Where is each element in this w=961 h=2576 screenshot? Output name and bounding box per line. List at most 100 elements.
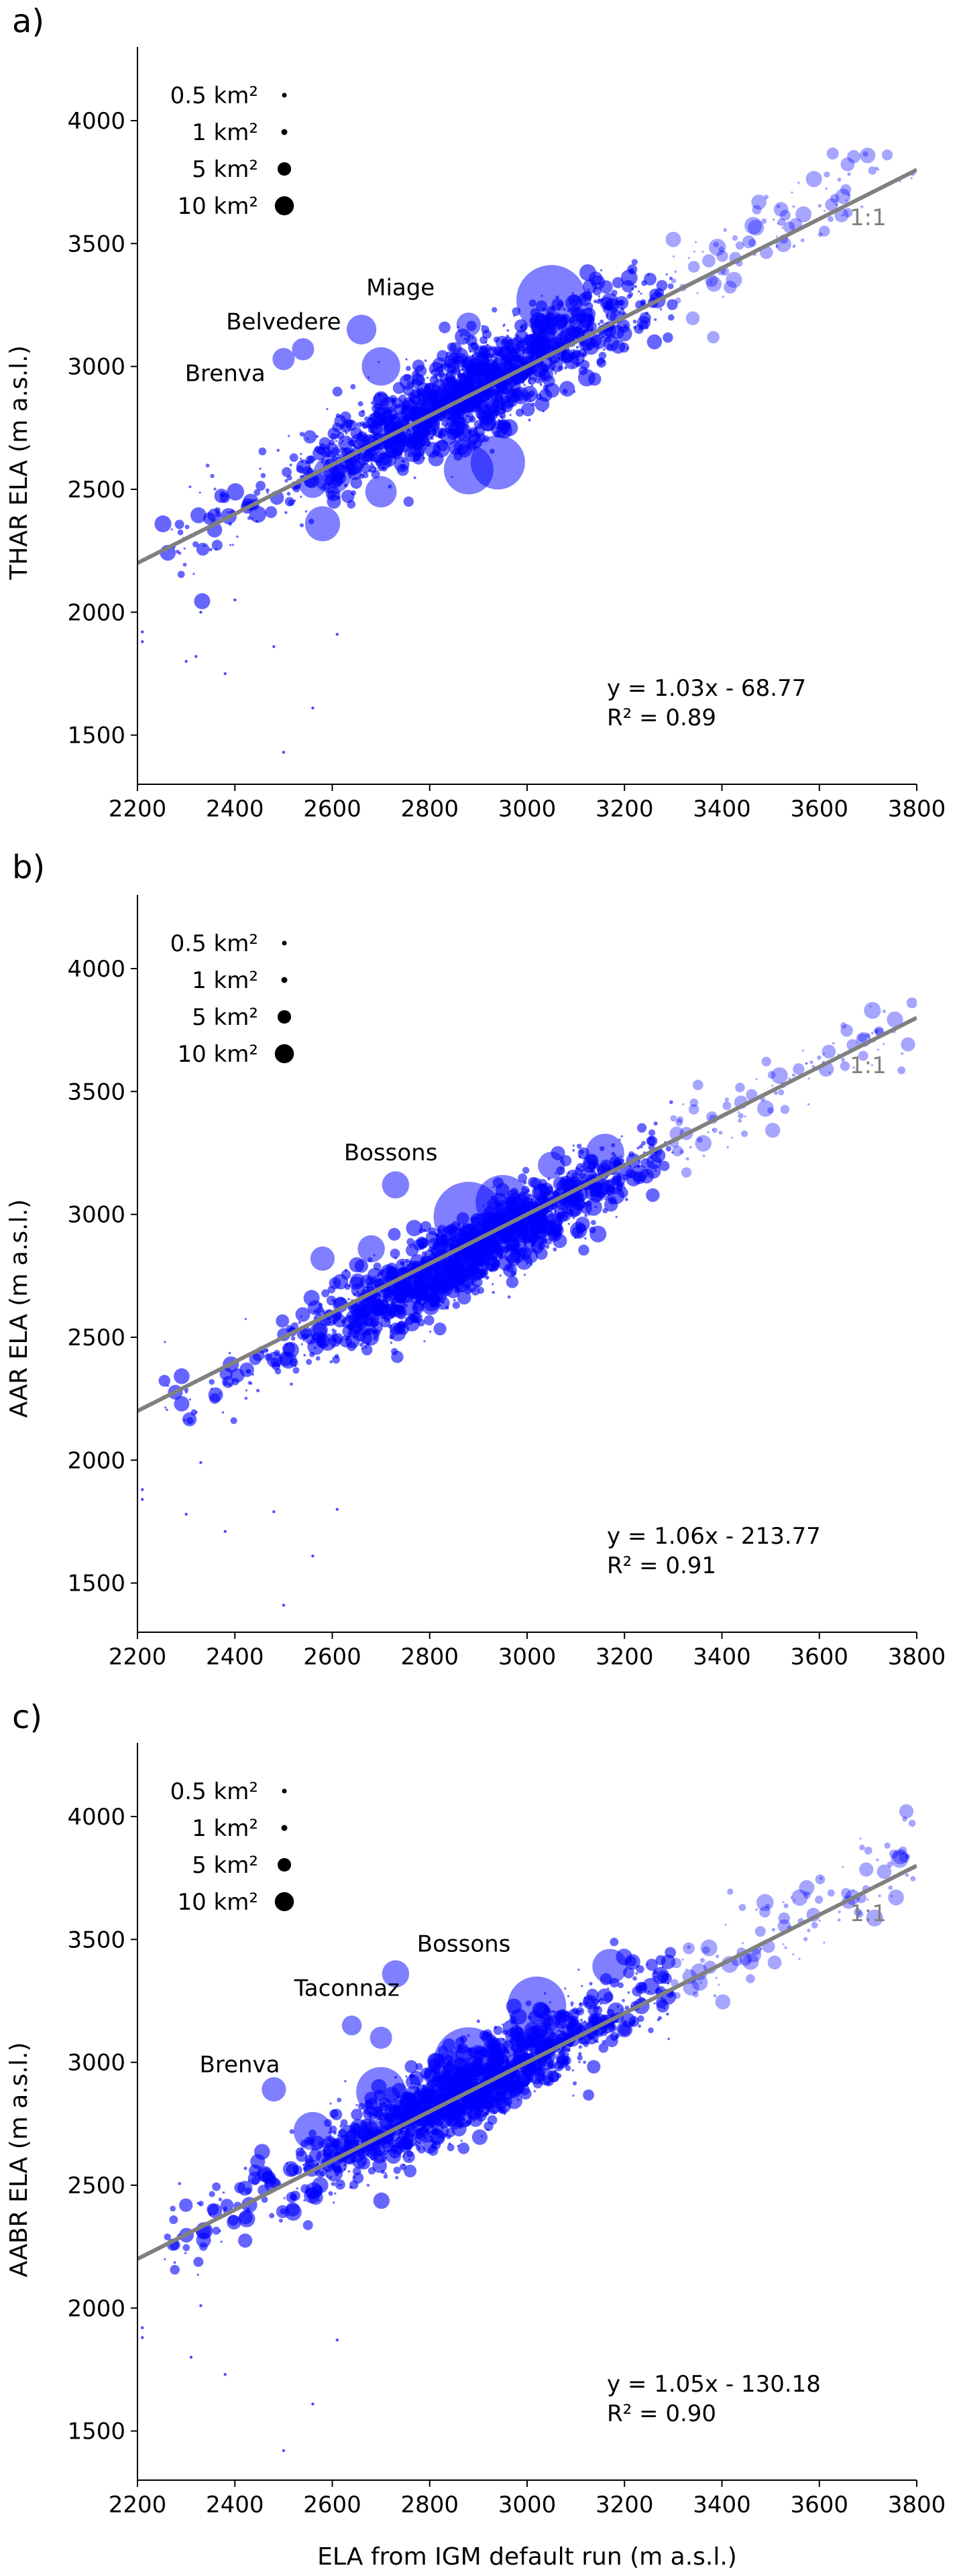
data-point xyxy=(818,1919,821,1922)
data-point xyxy=(738,1119,742,1123)
data-point xyxy=(588,1213,591,1216)
data-point xyxy=(337,2097,342,2103)
data-point xyxy=(791,1073,796,1077)
data-point xyxy=(835,188,851,204)
data-point xyxy=(359,1332,373,1345)
data-point xyxy=(209,2191,215,2197)
data-point xyxy=(492,367,495,370)
data-point xyxy=(350,383,356,389)
data-point xyxy=(304,510,308,513)
data-point xyxy=(528,1176,539,1188)
data-point xyxy=(274,1367,282,1375)
data-point xyxy=(828,216,834,223)
data-point xyxy=(840,157,855,172)
data-point xyxy=(441,397,449,406)
data-point xyxy=(573,390,576,393)
data-point xyxy=(682,1103,685,1106)
data-point xyxy=(724,280,737,294)
data-point xyxy=(313,1309,317,1313)
data-point xyxy=(404,444,422,463)
data-point xyxy=(522,337,526,341)
data-point xyxy=(638,2024,642,2028)
data-point xyxy=(639,312,651,324)
data-point xyxy=(347,1341,357,1351)
data-point xyxy=(492,1283,494,1286)
data-point xyxy=(517,2087,520,2091)
data-point xyxy=(416,2146,421,2151)
data-point xyxy=(594,1205,598,1209)
data-point xyxy=(505,1258,508,1260)
data-point xyxy=(528,382,531,385)
data-point xyxy=(583,2089,594,2101)
data-point xyxy=(164,1341,166,1343)
data-point xyxy=(377,450,380,453)
data-point xyxy=(584,1237,587,1240)
data-point xyxy=(406,365,411,371)
data-point xyxy=(635,1972,638,1975)
data-point xyxy=(448,2142,451,2146)
data-point xyxy=(354,1259,369,1273)
data-point xyxy=(429,1274,431,1276)
data-point xyxy=(624,2006,630,2010)
data-point xyxy=(387,410,392,414)
data-point xyxy=(564,1987,567,1990)
data-point xyxy=(439,321,451,334)
data-point xyxy=(701,251,704,253)
y-axis-label-b: AAR ELA (m a.s.l.) xyxy=(5,1199,33,1418)
data-point xyxy=(555,1192,561,1197)
data-point xyxy=(890,1895,893,1898)
data-point xyxy=(718,1983,720,1986)
data-point xyxy=(351,490,357,496)
data-point xyxy=(858,1033,867,1042)
data-point xyxy=(756,1894,774,1912)
x-tick-label: 2800 xyxy=(400,1644,459,1670)
data-point xyxy=(177,570,185,578)
data-point xyxy=(610,1937,619,1947)
data-point xyxy=(296,2187,298,2190)
data-point xyxy=(622,280,634,293)
data-point xyxy=(534,1188,537,1190)
data-point xyxy=(490,397,501,409)
legend-marker xyxy=(274,1044,294,1064)
data-point xyxy=(631,259,638,265)
data-point xyxy=(423,1229,427,1232)
data-point xyxy=(260,473,266,479)
data-point xyxy=(742,235,756,249)
data-point-outlier xyxy=(272,645,276,648)
data-point xyxy=(406,1237,414,1246)
data-point xyxy=(504,422,512,429)
data-point xyxy=(179,2198,193,2212)
data-point xyxy=(469,1262,473,1267)
data-point xyxy=(713,1994,717,1998)
data-point xyxy=(429,383,432,385)
legend-label: 0.5 km² xyxy=(170,82,258,109)
data-point xyxy=(507,1295,511,1299)
data-point xyxy=(781,227,784,229)
data-point xyxy=(278,2218,283,2223)
data-point xyxy=(615,296,629,310)
data-point xyxy=(910,177,913,180)
data-point xyxy=(500,415,504,419)
data-point xyxy=(299,523,304,528)
data-point xyxy=(329,1321,332,1323)
x-tick-label: 2600 xyxy=(303,796,361,822)
data-point xyxy=(603,335,620,352)
data-point xyxy=(782,1943,785,1945)
data-point xyxy=(653,1969,658,1975)
data-point xyxy=(908,1819,916,1827)
data-point xyxy=(565,2065,571,2071)
data-point xyxy=(404,2144,412,2151)
data-point xyxy=(874,1028,879,1034)
data-point xyxy=(559,381,575,397)
data-point xyxy=(449,1272,460,1282)
data-point xyxy=(219,2229,221,2232)
data-point xyxy=(219,1367,233,1381)
data-point xyxy=(512,337,516,340)
data-point xyxy=(897,1851,901,1855)
data-point xyxy=(300,1343,303,1345)
data-point xyxy=(390,1248,400,1259)
data-point xyxy=(447,342,457,352)
data-point xyxy=(487,2115,498,2125)
data-point xyxy=(388,1227,401,1241)
data-point xyxy=(744,1115,746,1118)
